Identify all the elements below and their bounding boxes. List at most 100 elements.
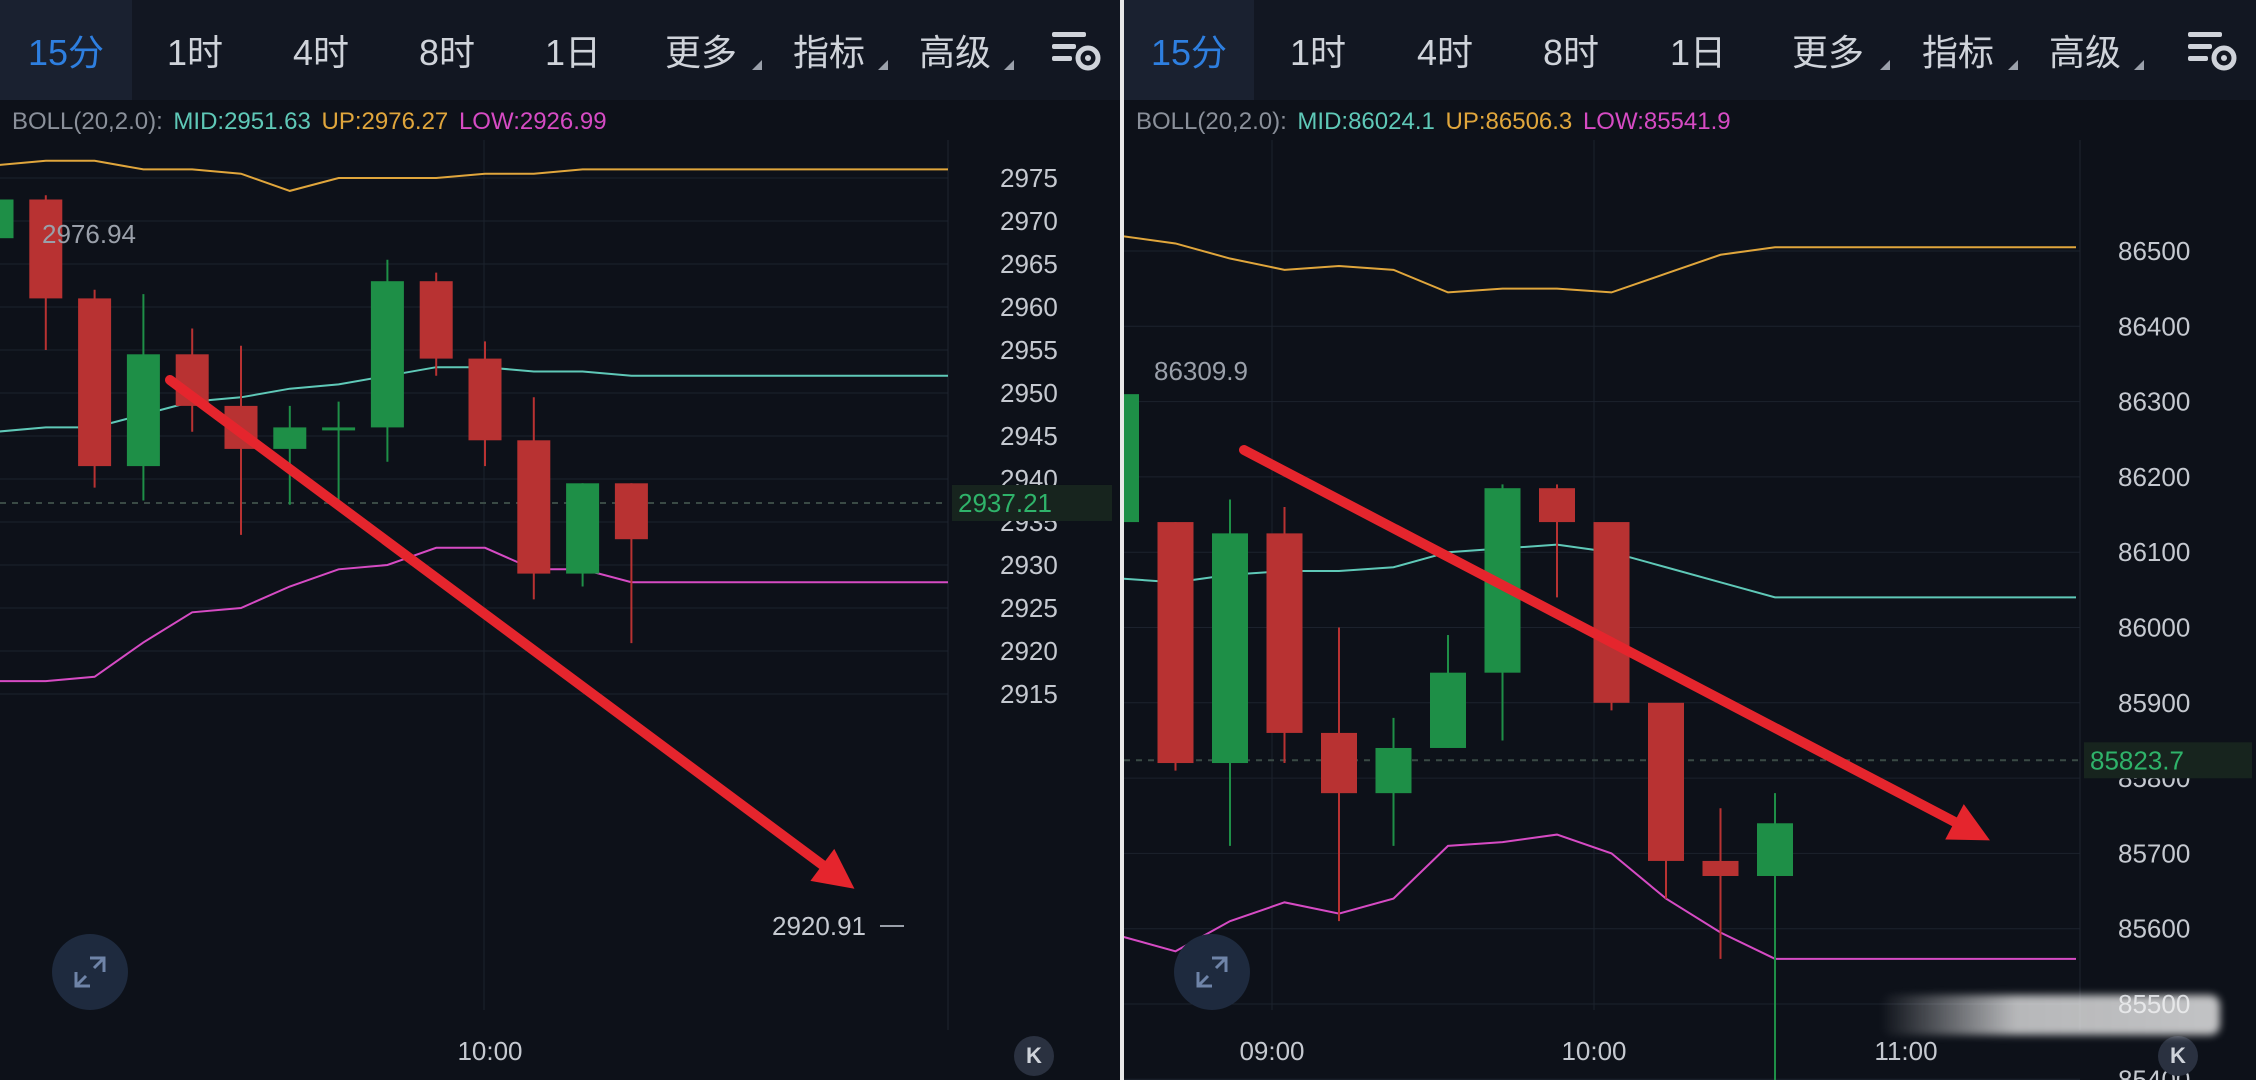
candle-body [1539, 488, 1575, 523]
candle-body [614, 483, 648, 540]
current-price-tag [2084, 742, 2252, 779]
boll-upper-line [0, 159, 948, 192]
tab-8h[interactable]: 8时 [384, 0, 510, 100]
x-tick-label: 10:00 [1561, 1036, 1626, 1066]
expand-icon [1196, 956, 1228, 988]
candle-body [1157, 522, 1194, 764]
tab-1h[interactable]: 1时 [132, 0, 258, 100]
y-tick-label: 2955 [1000, 335, 1058, 365]
tab-advanced[interactable]: 高级 [892, 0, 1018, 100]
candle-body [370, 281, 404, 428]
boll-up: UP:86506.3 [1445, 108, 1573, 135]
tab-15m[interactable]: 15分 [0, 0, 132, 100]
y-tick-label: 2970 [1000, 206, 1058, 236]
candle-body [1266, 533, 1303, 733]
boll-low: LOW:85541.9 [1582, 108, 1731, 135]
candle-body [1430, 672, 1466, 748]
candle-body [468, 358, 502, 441]
boll-low: LOW:2926.99 [458, 108, 607, 135]
tab-indicators[interactable]: 指标 [1894, 0, 2022, 100]
boll-up: UP:2976.27 [321, 108, 449, 135]
boll-indicator-readout: BOLL(20,2.0): MID:86024.1 UP:86506.3 LOW… [1136, 108, 1735, 136]
y-tick-label: 86200 [2118, 462, 2190, 492]
tab-label: 8时 [418, 32, 476, 73]
y-tick-label: 2960 [1000, 292, 1058, 322]
scroll-back-button[interactable]: K [2158, 1036, 2198, 1076]
y-tick-label: 2930 [1000, 550, 1058, 580]
boll-mid: MID:2951.63 [173, 108, 311, 135]
back-chevron-icon: K [1026, 1043, 1042, 1068]
tab-label: 高级 [918, 32, 991, 73]
tab-advanced[interactable]: 高级 [2022, 0, 2148, 100]
candle-body [273, 427, 307, 449]
tab-label: 8时 [1542, 32, 1600, 73]
tab-15m[interactable]: 15分 [1124, 0, 1254, 100]
chart-settings-icon[interactable] [2186, 28, 2238, 74]
boll-lower-line [0, 546, 948, 683]
right-chart-panel: 15分 1时 4时 8时 1日 更多 指标 高级 BOLL(20,2.0): M… [1124, 0, 2256, 1080]
y-tick-label: 2920 [1000, 636, 1058, 666]
trend-arrow-head [810, 848, 855, 889]
tab-indicators[interactable]: 指标 [766, 0, 892, 100]
dropdown-triangle-icon [2134, 60, 2144, 70]
dropdown-triangle-icon [752, 60, 762, 70]
candle-body [29, 199, 63, 299]
trend-arrow [1239, 445, 1979, 837]
y-tick-label: 85600 [2118, 914, 2190, 944]
candle-body [1321, 732, 1357, 794]
timeframe-tabbar: 15分 1时 4时 8时 1日 更多 指标 高级 [1124, 0, 2256, 100]
candle-body [1124, 394, 1139, 523]
y-tick-label: 85700 [2118, 838, 2190, 868]
candle-body [517, 440, 551, 574]
tab-1d[interactable]: 1日 [1634, 0, 1762, 100]
expand-button[interactable] [52, 934, 128, 1010]
current-price-tag [952, 484, 1112, 521]
boll-upper-line [1124, 234, 2076, 294]
tab-label: 1日 [1669, 32, 1727, 73]
y-tick-label: 86300 [2118, 387, 2190, 417]
y-tick-label: 2950 [1000, 378, 1058, 408]
y-tick-label: 86500 [2118, 236, 2190, 266]
candle-body [1702, 860, 1739, 876]
tab-label: 4时 [292, 32, 350, 73]
chart-settings-icon[interactable] [1050, 28, 1102, 74]
candle-body [1648, 702, 1684, 861]
dropdown-triangle-icon [878, 60, 888, 70]
back-chevron-icon: K [2170, 1043, 2186, 1068]
tab-4h[interactable]: 4时 [258, 0, 384, 100]
candle-body [322, 427, 356, 431]
tab-4h[interactable]: 4时 [1382, 0, 1508, 100]
high-price-annotation: 86309.9 [1154, 356, 1248, 386]
scroll-back-button[interactable]: K [1014, 1036, 1054, 1076]
candle-body [1593, 522, 1630, 703]
high-price-annotation: 2976.94 [42, 219, 136, 249]
trend-arrow-head [1945, 804, 1990, 841]
trend-arrow [165, 375, 845, 883]
y-tick-label: 2975 [1000, 163, 1058, 193]
dropdown-triangle-icon [1004, 60, 1014, 70]
y-tick-label: 2945 [1000, 421, 1058, 451]
boll-indicator-readout: BOLL(20,2.0): MID:2951.63 UP:2976.27 LOW… [12, 108, 611, 136]
candle-body [1757, 823, 1793, 876]
expand-icon [74, 956, 106, 988]
y-tick-label: 86000 [2118, 613, 2190, 643]
candle-body [419, 281, 453, 359]
tab-label: 指标 [1921, 32, 1994, 73]
dropdown-triangle-icon [2008, 60, 2018, 70]
candle-body [1212, 533, 1248, 764]
candlestick-chart[interactable]: 2975297029652960295529502945294029352930… [0, 140, 1120, 1080]
tab-more[interactable]: 更多 [636, 0, 766, 100]
tab-label: 更多 [664, 32, 737, 73]
tab-8h[interactable]: 8时 [1508, 0, 1634, 100]
tab-more[interactable]: 更多 [1762, 0, 1894, 100]
tab-label: 15分 [1150, 32, 1228, 73]
tab-1d[interactable]: 1日 [510, 0, 636, 100]
tab-1h[interactable]: 1时 [1254, 0, 1382, 100]
candlestick-chart[interactable]: 8650086400863008620086100860008590085800… [1124, 140, 2256, 1080]
candle-body [1375, 747, 1412, 794]
tab-label: 更多 [1791, 32, 1864, 73]
boll-mid-line [0, 366, 948, 433]
expand-button[interactable] [1174, 934, 1250, 1010]
current-price-label: 85823.7 [2090, 745, 2184, 775]
y-tick-label: 2965 [1000, 249, 1058, 279]
